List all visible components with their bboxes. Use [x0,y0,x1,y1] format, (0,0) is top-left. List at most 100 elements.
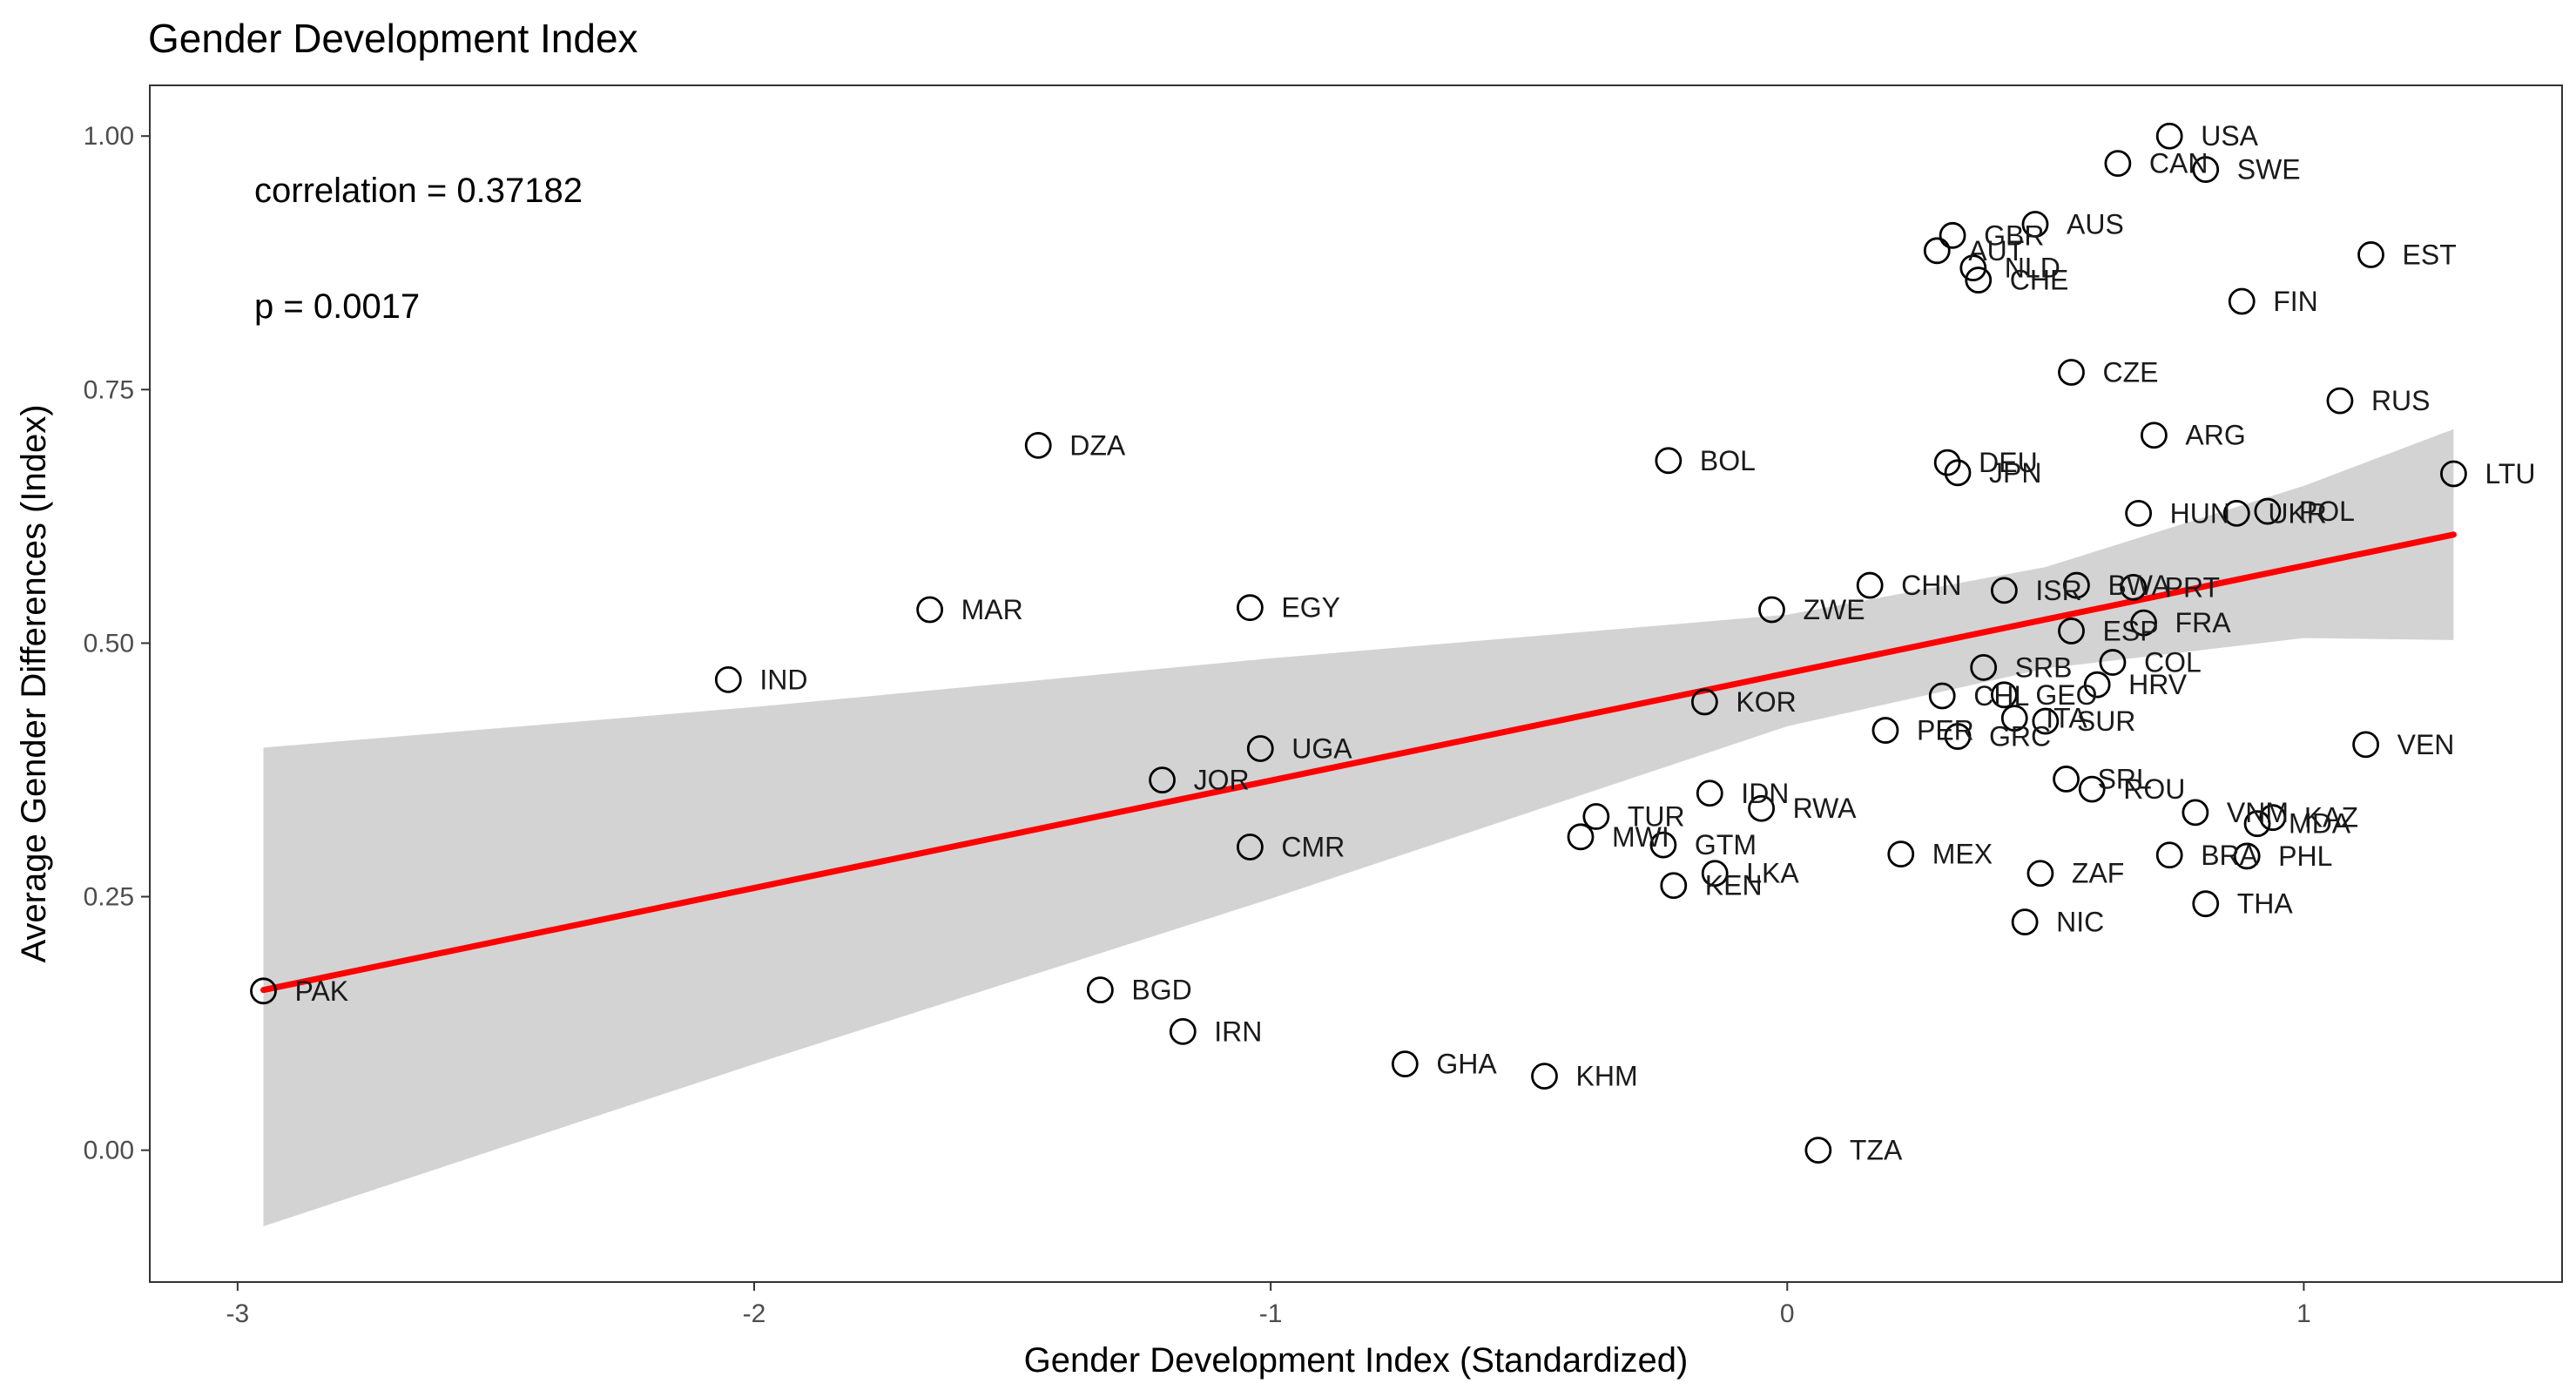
data-point-zaf [2026,860,2054,887]
data-point-uga [1246,735,1274,762]
point-label-pak: PAK [294,975,348,1007]
data-point-nic [2011,908,2039,936]
data-point-arg [2141,422,2168,449]
point-label-rou: ROU [2123,773,2185,805]
plot-border [149,84,2563,1283]
data-point-khm [1531,1063,1558,1090]
point-label-phl: PHL [2278,840,2332,872]
data-point-jpn [1944,459,1972,487]
data-point-ind [714,665,742,693]
data-point-tza [1804,1137,1832,1164]
x-axis: -3 -2 -1 0 1 [226,1282,2311,1328]
point-label-tha: THA [2237,888,2294,920]
point-label-prt: PRT [2165,571,2220,603]
data-point-chn [1856,571,1884,599]
p-value-annotation: p = 0.0017 [254,287,420,326]
data-point-deu [1933,449,1961,476]
point-label-isr: ISR [2035,575,2081,606]
data-point-dza [1024,431,1052,459]
point-label-ven: VEN [2397,729,2455,760]
point-label-mwi: MWI [1612,821,1669,853]
x-tick-label: 1 [2296,1299,2311,1328]
data-point-mex [1887,840,1915,868]
data-point-usa [2155,122,2183,150]
data-point-fra [2130,609,2157,637]
point-label-aut: AUT [1968,235,2024,267]
data-point-pak [250,977,277,1005]
point-label-pol: POL [2299,496,2355,527]
data-point-ken [1660,872,1688,900]
point-label-dza: DZA [1069,429,1126,461]
data-point-bol [1655,447,1682,475]
point-label-per: PER [1917,715,1974,746]
data-point-isr [1991,577,2018,604]
point-label-cze: CZE [2103,357,2159,388]
data-point-mwi [1567,823,1595,851]
point-label-rwa: RWA [1793,793,1858,824]
data-point-jor [1149,766,1176,794]
data-point-pol [2254,497,2282,525]
data-point-rus [2326,387,2354,415]
data-point-irn [1169,1017,1197,1045]
data-point-ita [2000,705,2028,732]
data-point-gtm [1649,831,1677,859]
y-tick-label: 0.00 [84,1137,134,1165]
data-point-hun [2125,499,2153,527]
point-label-est: EST [2403,239,2457,270]
x-axis-title: Gender Development Index (Standardized) [1024,1341,1689,1380]
data-point-srl [2053,766,2080,793]
data-point-aut [1923,237,1951,265]
correlation-annotation: correlation = 0.37182 [254,172,583,210]
data-point-prt [2120,573,2148,601]
y-axis-title: Average Gender Differences (Index) [15,404,53,962]
data-point-rou [2078,775,2106,803]
data-point-lka [1701,860,1729,887]
data-point-est [2357,241,2384,268]
data-point-hrv [2083,671,2111,698]
data-point-mar [916,596,944,624]
data-point-gbr [1939,221,1966,249]
point-label-fra: FRA [2175,607,2232,638]
data-point-ukr [2222,499,2250,527]
data-point-kaz [2259,804,2287,832]
data-point-zwe [1758,596,1785,624]
point-label-hrv: HRV [2128,669,2188,700]
data-point-grc [1944,723,1972,750]
y-tick-label: 0.25 [84,883,134,912]
point-label-ita: ITA [2046,703,2087,734]
point-label-uga: UGA [1291,733,1352,765]
point-label-zaf: ZAF [2072,858,2124,889]
point-label-tza: TZA [1850,1135,1903,1166]
point-label-srl: SRL [2098,763,2152,794]
data-point-cze [2058,359,2085,386]
point-label-khm: KHM [1575,1061,1637,1092]
x-tick-label: 0 [1780,1299,1795,1328]
point-label-bgd: BGD [1131,975,1191,1006]
point-label-kaz: KAZ [2304,802,2358,833]
data-point-per [1871,717,1899,744]
point-label-ukr: UKR [2268,497,2327,529]
data-point-swe [2192,156,2220,184]
point-label-cmr: CMR [1281,831,1345,862]
point-label-sur: SUR [2077,705,2136,737]
data-point-che [1965,267,1993,294]
data-point-can [2104,150,2132,178]
point-label-jpn: JPN [1989,457,2041,489]
point-label-hun: HUN [2170,497,2230,529]
data-point-kor [1690,688,1718,716]
point-label-geo: GEO [2035,679,2097,711]
data-point-bwa [2063,571,2090,599]
point-label-ind: IND [759,664,807,695]
data-point-srb [1970,653,1998,681]
point-label-nic: NIC [2056,907,2104,938]
point-label-mda: MDA [2289,808,2351,840]
chart-title: Gender Development Index [148,16,638,61]
data-point-ven [2352,731,2380,759]
data-point-egy [1237,594,1264,622]
y-tick-label: 0.50 [84,629,134,658]
y-axis: 0.00 0.25 0.50 0.75 1.00 [84,122,150,1165]
point-label-can: CAN [2149,148,2208,179]
point-label-kor: KOR [1736,686,1796,718]
point-label-gtm: GTM [1695,829,1757,860]
